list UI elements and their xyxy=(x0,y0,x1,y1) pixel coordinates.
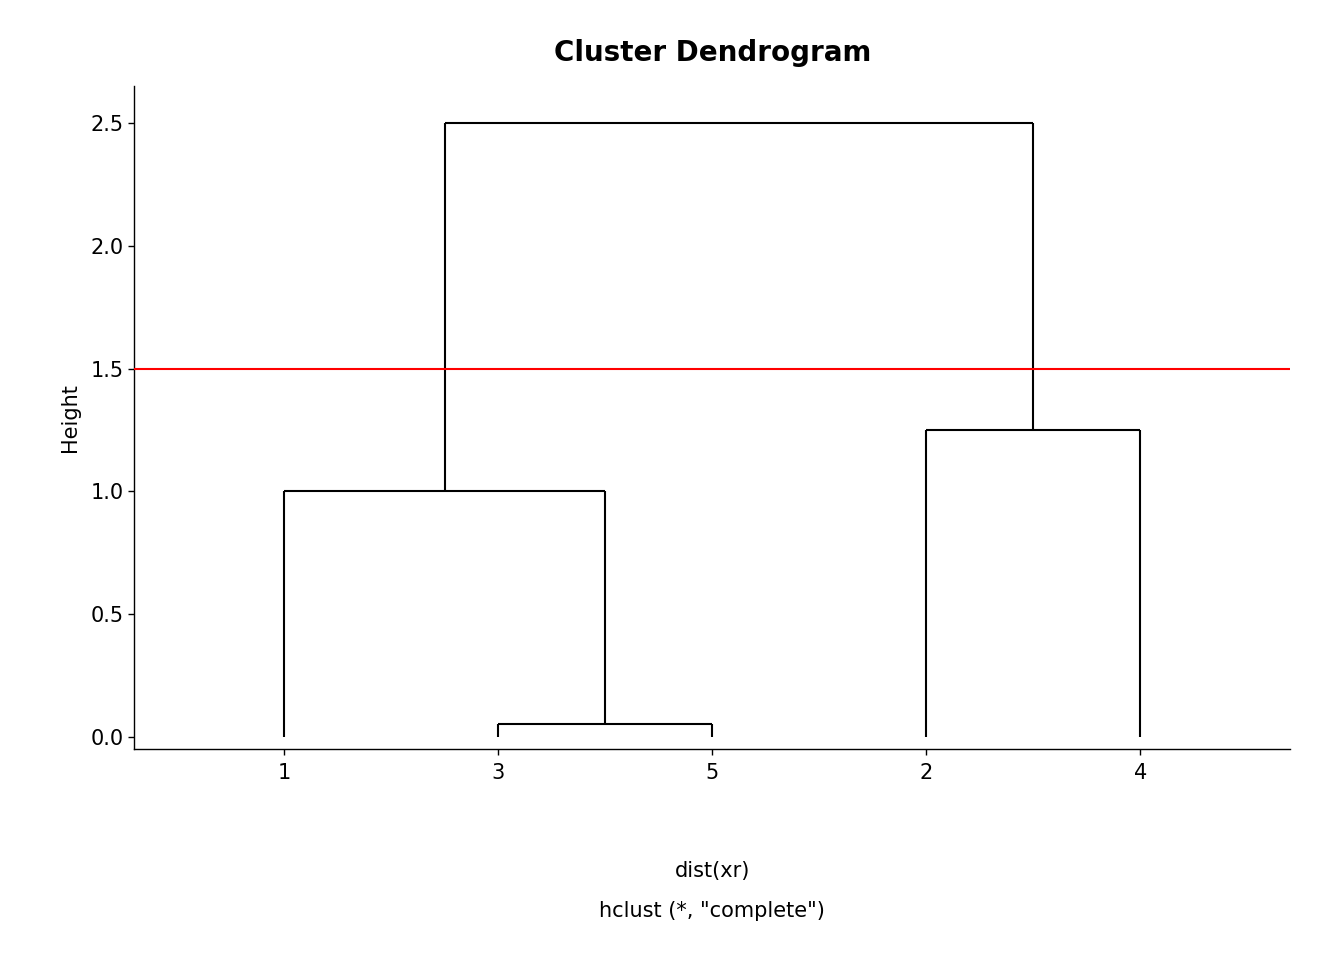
Text: hclust (*, "complete"): hclust (*, "complete") xyxy=(599,901,825,922)
Text: dist(xr): dist(xr) xyxy=(675,861,750,881)
Y-axis label: Height: Height xyxy=(59,383,79,452)
Title: Cluster Dendrogram: Cluster Dendrogram xyxy=(554,39,871,67)
